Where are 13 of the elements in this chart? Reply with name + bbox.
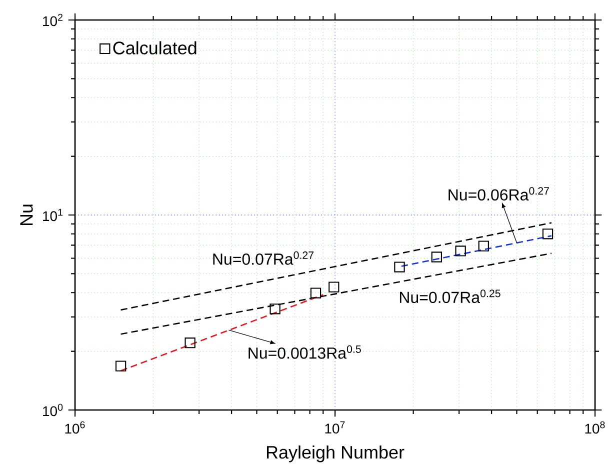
x-tick-label: 10$^{7}$ (325, 421, 345, 434)
y-tick-label: 10$^{2}$ (43, 14, 62, 26)
annotation: Nu=0.0013Ra$^{0.5}$ (248, 345, 361, 359)
x-tick-label: 10$^{6}$ (65, 421, 85, 434)
x-tick-label: 10$^{8}$ (585, 421, 605, 434)
x-axis-title: Rayleigh Number (266, 445, 404, 462)
annotation: Nu=0.06Ra$^{0.27}$ (448, 187, 549, 201)
annotation: Nu=0.07Ra$^{0.25}$ (400, 290, 500, 304)
annotation: Nu=0.07Ra$^{0.27}$ (213, 251, 314, 265)
y-tick-label: 10$^{1}$ (43, 208, 63, 222)
y-tick-label: 10$^{0}$ (43, 404, 63, 416)
legend-label: Calculated (113, 41, 196, 54)
y-axis-title: Nu (20, 204, 33, 226)
